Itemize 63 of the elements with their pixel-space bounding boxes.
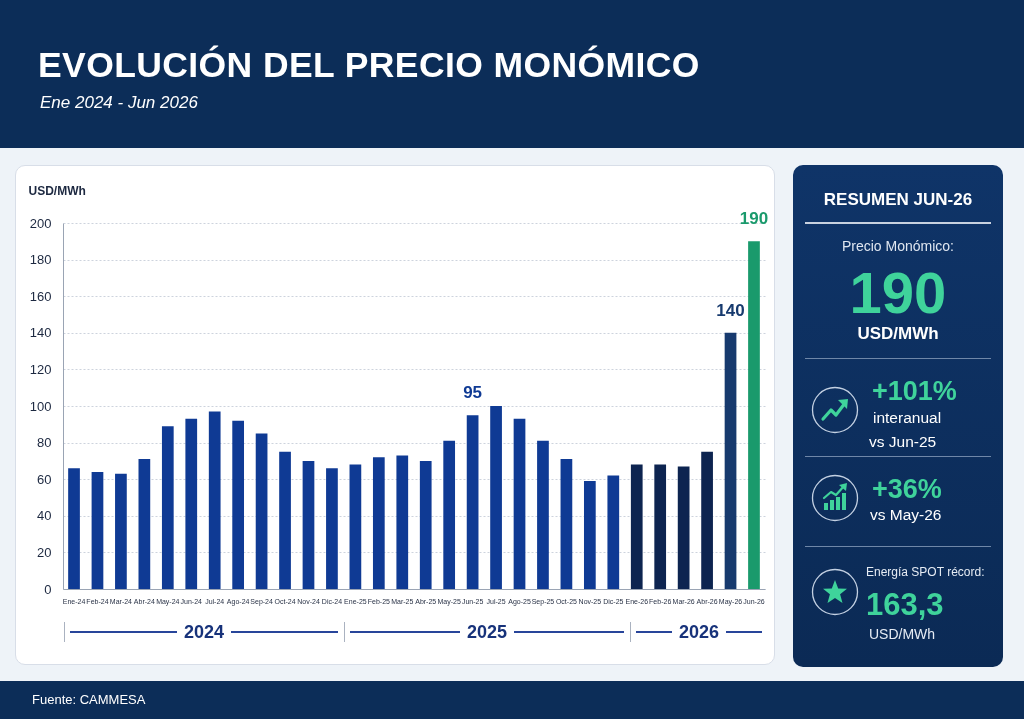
- chart-title: EVOLUCIÓN DEL PRECIO MONÓMICO: [38, 44, 700, 87]
- text: USD/MWh: [869, 626, 936, 642]
- bar: [255, 433, 268, 589]
- text: +101%: [872, 375, 957, 407]
- text: +36%: [872, 473, 942, 505]
- data-label: 190: [739, 209, 769, 229]
- text: Precio Monómico:: [840, 238, 955, 254]
- bar: [208, 411, 221, 589]
- bar: [583, 481, 596, 589]
- y-tick-label: 80: [37, 435, 52, 451]
- bar: [279, 451, 291, 589]
- y-tick-label: 200: [29, 215, 52, 231]
- y-tick-label: 40: [37, 508, 52, 524]
- text: 2025: [466, 621, 508, 643]
- bar: [185, 418, 198, 589]
- bar: [91, 471, 104, 589]
- bar: [396, 455, 409, 589]
- bar: [138, 459, 151, 589]
- bar: [537, 440, 549, 589]
- y-tick-label: 0: [44, 581, 52, 597]
- bar: [490, 406, 502, 589]
- y-tick-label: 120: [29, 361, 52, 377]
- y-tick-label: 180: [29, 252, 52, 268]
- bar: [724, 332, 737, 589]
- y-tick-label: 20: [37, 544, 52, 560]
- bar: [701, 451, 713, 589]
- bar: [677, 466, 690, 589]
- bar: [326, 468, 338, 589]
- bar: [115, 473, 127, 589]
- text: vs Jun-25: [869, 433, 937, 451]
- y-axis-title: USD/MWh: [28, 183, 86, 198]
- data-label: 140: [716, 300, 745, 320]
- bar: [232, 420, 245, 589]
- bar: [68, 468, 80, 589]
- bar: [607, 475, 620, 589]
- bar: [560, 459, 573, 589]
- text: 2024: [183, 621, 225, 643]
- bar: [654, 464, 667, 589]
- text: 163,3: [866, 587, 944, 623]
- bar: [161, 426, 174, 589]
- bar: [443, 440, 456, 589]
- text: vs May-26: [870, 506, 942, 524]
- text: 2026: [678, 621, 720, 643]
- y-tick-label: 60: [37, 471, 52, 487]
- bar: [302, 460, 315, 589]
- bar: [372, 457, 385, 589]
- bar: [748, 241, 760, 589]
- source-note: Fuente: CAMMESA: [32, 692, 146, 708]
- text: USD/MWh: [856, 324, 940, 344]
- bar: [630, 464, 643, 589]
- data-label: 95: [463, 383, 483, 403]
- text: interanual: [873, 409, 942, 427]
- bar: [419, 460, 432, 589]
- y-tick-label: 140: [29, 325, 52, 341]
- text: RESUMEN JUN-26: [822, 190, 974, 210]
- text: Energía SPOT récord:: [866, 565, 985, 579]
- y-tick-label: 100: [29, 398, 52, 414]
- bar: [349, 464, 362, 589]
- bar: [466, 415, 479, 589]
- y-tick-label: 160: [29, 288, 52, 304]
- text: 190: [848, 258, 948, 326]
- chart-subtitle: Ene 2024 - Jun 2026: [40, 92, 198, 114]
- bar: [513, 418, 526, 589]
